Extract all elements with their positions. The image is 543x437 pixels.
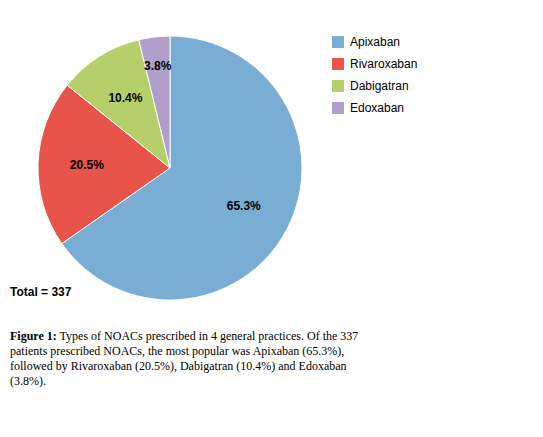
legend-label: Apixaban bbox=[350, 35, 400, 49]
legend-swatch bbox=[332, 58, 344, 70]
legend-item: Apixaban bbox=[332, 35, 400, 49]
legend-item: Rivaroxaban bbox=[332, 57, 417, 71]
pie: 65.3% 20.5% 10.4% 3.8% bbox=[38, 36, 302, 300]
legend-item: Dabigatran bbox=[332, 79, 409, 93]
legend-item: Edoxaban bbox=[332, 101, 404, 115]
chart: 65.3% 20.5% 10.4% 3.8% Apixaban Rivaroxaban Da… bbox=[0, 0, 543, 437]
legend-swatch bbox=[332, 36, 344, 48]
data-label: 20.5% bbox=[70, 158, 104, 172]
legend-swatch bbox=[332, 102, 344, 114]
legend-swatch bbox=[332, 80, 344, 92]
caption: Types of NOACs prescribed in 4 general p… bbox=[10, 329, 358, 388]
annotation: Total = 337 bbox=[10, 285, 72, 299]
data-label: 3.8% bbox=[144, 59, 172, 73]
caption-line: patients prescribed NOACs, the most popu… bbox=[10, 344, 344, 358]
caption-line: Types of NOACs prescribed in 4 general p… bbox=[57, 329, 359, 343]
data-label: 65.3% bbox=[227, 199, 261, 213]
caption-line: (3.8%). bbox=[10, 374, 46, 388]
slice bbox=[139, 36, 170, 168]
data-label: 10.4% bbox=[108, 91, 142, 105]
legend-label: Edoxaban bbox=[350, 101, 404, 115]
legend-label: Dabigatran bbox=[350, 79, 409, 93]
caption-line: followed by Rivaroxaban (20.5%), Dabigat… bbox=[10, 359, 347, 373]
legend-label: Rivaroxaban bbox=[350, 57, 417, 71]
caption-label: Figure 1: bbox=[10, 329, 57, 343]
slice bbox=[62, 36, 302, 300]
legend: Apixaban Rivaroxaban Dabigatran Edoxaban bbox=[332, 35, 417, 115]
